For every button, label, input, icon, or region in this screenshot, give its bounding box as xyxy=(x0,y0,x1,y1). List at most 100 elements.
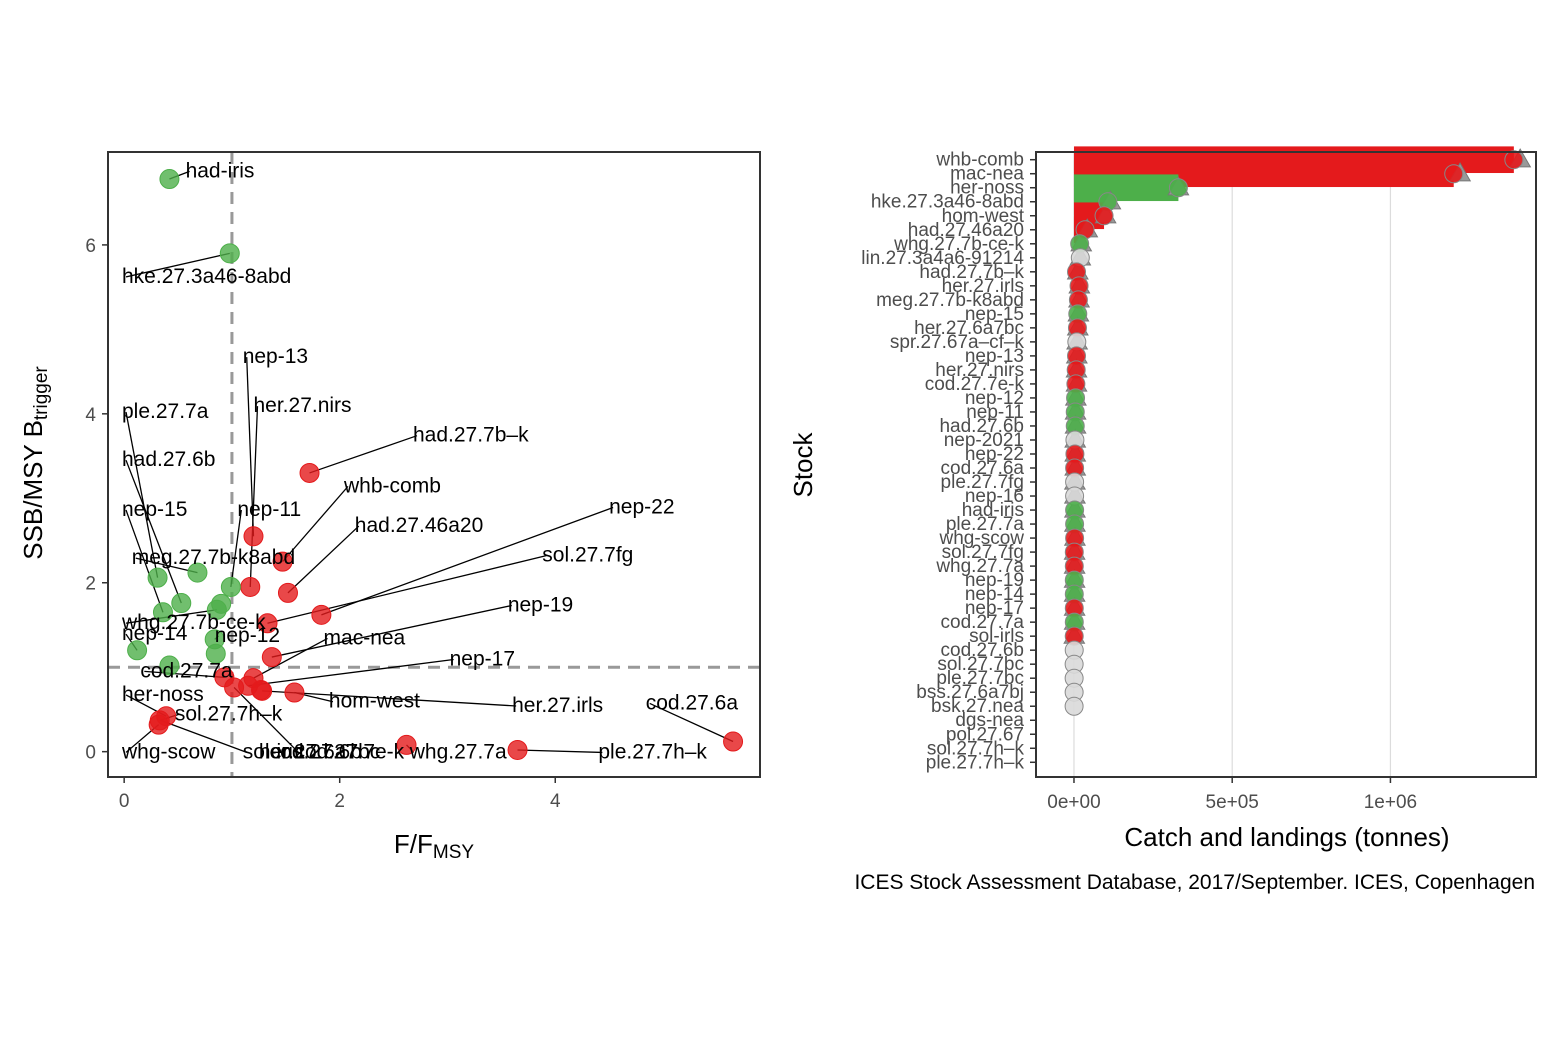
stock-label-spr-27-67a-cf-k: spr.27.67a–cf–k xyxy=(890,332,1025,353)
landings-marker-bsk-27-nea xyxy=(1064,696,1084,716)
stock-label-ple-27-7h-k: ple.27.7h–k xyxy=(926,752,1025,773)
stock-label-pol-27-67: pol.27.67 xyxy=(946,724,1024,745)
label-segment-nep-15 xyxy=(125,509,164,613)
label-segment-cod-27-7a xyxy=(144,670,225,678)
point-nep-11 xyxy=(220,576,241,597)
stock-label-her-27-irls: her.27.irls xyxy=(942,276,1024,297)
stock-label-cod-27-7a: cod.27.7a xyxy=(941,612,1025,633)
scatter-x-axis-title: F/FMSY xyxy=(394,829,475,863)
stock-label-nep-2021: nep-2021 xyxy=(944,430,1024,451)
stock-label-bsk-27-nea: bsk.27.nea xyxy=(931,696,1024,717)
scatter-y-axis-title: SSB/MSY Btrigger xyxy=(18,366,52,560)
point-nep-14 xyxy=(127,640,148,661)
stock-label-had-27-7b-k: had.27.7b–k xyxy=(919,262,1024,283)
scatter-x-ticks: 0 2 4 xyxy=(119,777,561,812)
point-nep-19 xyxy=(261,647,282,668)
landings-marker-her-noss xyxy=(1168,178,1188,198)
stock-label-mac-nea: mac-nea xyxy=(950,164,1024,185)
point-label-her-27-nirs: her.27.nirs xyxy=(253,394,351,417)
point-label-had-27-6b: had.27.6b xyxy=(122,448,215,471)
bar-rects xyxy=(1073,146,1514,244)
scatter-y-ticks: 0 2 4 6 xyxy=(85,236,108,764)
point-cod-27-7e-k xyxy=(224,677,245,698)
stock-label-cod-27-7e-k: cod.27.7e-k xyxy=(925,374,1025,395)
point-had-27-6b xyxy=(171,593,192,614)
stock-label-ple-27-7fg: ple.27.7fg xyxy=(941,472,1024,493)
point-label-had-iris: had-iris xyxy=(186,159,255,182)
scatter-x-axis-title-subscript: MSY xyxy=(433,842,475,863)
label-segment-sol-iris xyxy=(160,719,247,754)
point-nep-2021 xyxy=(205,643,226,664)
point-label-nep-11: nep-11 xyxy=(237,498,301,521)
stock-label-nep-17: nep-17 xyxy=(965,598,1024,619)
bar-panel-border xyxy=(1035,151,1537,778)
bar-x-tick-label-0e-00: 0e+00 xyxy=(1047,792,1100,813)
stock-label-nep-11: nep-11 xyxy=(966,402,1024,423)
stock-label-lin-27-3a4a6-91214: lin.27.3a4a6-91214 xyxy=(861,248,1024,269)
point-label-whg-scow: whg-scow xyxy=(121,740,216,763)
point-whb-comb xyxy=(272,551,293,572)
stock-label-nep-13: nep-13 xyxy=(965,346,1024,367)
point-label-hom-west: hom-west xyxy=(329,690,420,713)
stock-label-her-noss: her-noss xyxy=(950,178,1024,199)
stock-label-nep-16: nep-16 xyxy=(965,486,1024,507)
point-label-sol-27-7h-k: sol.27.7h–k xyxy=(175,702,283,725)
bar-x-ticks: 0e+00 5e+05 1e+06 xyxy=(1047,777,1417,813)
stock-label-her-27-nirs: her.27.nirs xyxy=(935,360,1024,381)
point-label-nep-14: nep-14 xyxy=(122,622,188,645)
stock-label-nep-15: nep-15 xyxy=(965,304,1024,325)
stock-label-bss-27-6a7bj: bss.27.6a7bj xyxy=(916,682,1024,703)
point-ple-27-7a xyxy=(147,567,168,588)
point-label-sol-iris: sol-iris xyxy=(243,740,304,763)
landings-marker-hom-west xyxy=(1094,206,1114,226)
point-label-sol-27-7fg: sol.27.7fg xyxy=(542,544,633,567)
x-tick-label-4: 4 xyxy=(550,791,561,812)
point-label-her-27-6a7bc: her.27.6a7bc xyxy=(259,740,380,763)
point-hke-27-3a46-8abd xyxy=(219,243,240,264)
bar-x-tick-label-5e-05: 5e+05 xyxy=(1206,792,1259,813)
point-nep-13 xyxy=(243,526,264,547)
point-label-nep-12: nep-12 xyxy=(215,624,280,647)
stock-label-had-27-46a20: had.27.46a20 xyxy=(908,220,1024,241)
point-lin-27-3a4a6-91214 xyxy=(211,593,232,614)
label-segment-had-27-46a20 xyxy=(287,525,360,594)
landings-marker-mac-nea xyxy=(1444,164,1464,184)
point-whg-scow xyxy=(148,714,169,735)
bar-x-axis-title: Catch and landings (tonnes) xyxy=(1124,822,1449,852)
stock-label-her-27-6a7bc: her.27.6a7bc xyxy=(914,318,1024,339)
stock-label-whg-scow: whg-scow xyxy=(939,528,1025,549)
scatter-label-segments xyxy=(125,170,734,754)
label-segment-cod-27-6a xyxy=(649,702,734,743)
stock-label-dgs-nea: dgs-nea xyxy=(955,710,1024,731)
point-label-nep-15: nep-15 xyxy=(122,498,187,521)
point-label-her-27-irls: her.27.irls xyxy=(512,694,603,717)
label-segment-meg-27-7b-k8abd xyxy=(135,557,198,574)
stock-label-hom-west: hom-west xyxy=(942,206,1025,227)
scatter-x-axis-title-main: F/F xyxy=(394,829,433,859)
landings-marker-whb-comb xyxy=(1504,150,1524,170)
y-tick-label-4: 4 xyxy=(85,405,96,426)
point-label-nep-17: nep-17 xyxy=(450,648,515,671)
scatter-y-axis-title-subscript: trigger xyxy=(31,366,52,421)
point-label-cod-27-7e-k: cod.27.7e-k xyxy=(294,740,404,763)
catch-bar-panel: whb-combmac-neaher-nosshke.27.3a46-8abdh… xyxy=(788,146,1537,852)
point-label-mac-nea: mac-nea xyxy=(324,626,406,649)
y-tick-label-0: 0 xyxy=(85,743,96,764)
point-label-cod-27-6b: cod.27.6b xyxy=(270,740,362,763)
point-label-nep-22: nep-22 xyxy=(609,495,674,518)
stock-label-nep-19: nep-19 xyxy=(965,570,1024,591)
label-segment-her-27-nirs xyxy=(249,406,259,587)
stock-label-whg-27-7a: whg.27.7a xyxy=(935,556,1024,577)
point-label-had-27-46a20: had.27.46a20 xyxy=(355,514,483,537)
point-label-hke-27-3a46-8abd: hke.27.3a46-8abd xyxy=(122,265,291,288)
stock-label-had-iris: had-iris xyxy=(962,500,1024,521)
stock-label-nep-22: nep-22 xyxy=(965,444,1024,465)
point-label-nep-13: nep-13 xyxy=(243,345,308,368)
stock-label-whg-27-7b-ce-k: whg.27.7b-ce-k xyxy=(893,234,1024,255)
point-nep-22 xyxy=(311,604,332,625)
stock-label-nep-12: nep-12 xyxy=(965,388,1024,409)
point-label-had-27-7b-k: had.27.7b–k xyxy=(413,424,529,447)
stock-label-meg-27-7b-k8abd: meg.27.7b-k8abd xyxy=(876,290,1024,311)
stock-label-sol-irls: sol-irls xyxy=(969,626,1024,647)
